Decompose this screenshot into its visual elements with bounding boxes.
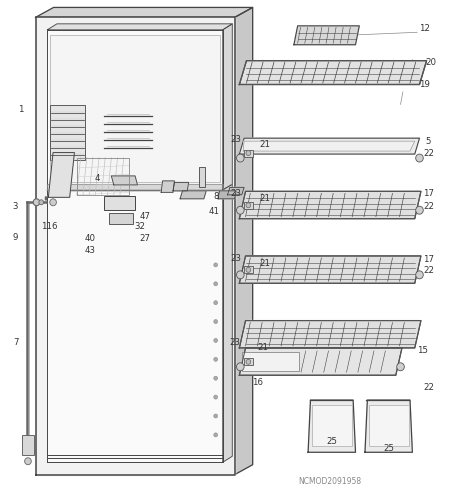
Circle shape — [214, 338, 218, 342]
Polygon shape — [180, 191, 206, 199]
Circle shape — [237, 154, 244, 162]
Text: 41: 41 — [209, 207, 220, 216]
Text: 23: 23 — [230, 135, 241, 144]
Circle shape — [246, 203, 251, 208]
Text: 21: 21 — [259, 140, 270, 149]
Circle shape — [237, 206, 244, 214]
Text: 22: 22 — [423, 149, 435, 158]
Polygon shape — [239, 321, 421, 348]
Text: 4: 4 — [94, 174, 100, 183]
Text: 17: 17 — [423, 189, 435, 198]
Text: 116: 116 — [41, 222, 57, 231]
Bar — [244, 150, 253, 157]
Circle shape — [237, 363, 244, 371]
Polygon shape — [48, 153, 74, 197]
Text: 21: 21 — [259, 194, 270, 203]
Polygon shape — [239, 348, 402, 375]
Bar — [199, 167, 205, 187]
Text: 25: 25 — [326, 437, 337, 446]
Polygon shape — [36, 7, 253, 17]
Text: 20: 20 — [425, 58, 436, 67]
Polygon shape — [239, 61, 427, 84]
Bar — [242, 352, 299, 371]
Bar — [244, 358, 253, 365]
Text: 8: 8 — [213, 192, 219, 201]
Circle shape — [214, 414, 218, 418]
Circle shape — [214, 376, 218, 380]
Bar — [50, 105, 85, 160]
Bar — [109, 213, 133, 224]
Polygon shape — [243, 141, 415, 151]
Polygon shape — [228, 187, 244, 195]
Text: 1: 1 — [18, 105, 23, 114]
Circle shape — [214, 357, 218, 361]
Circle shape — [39, 200, 44, 205]
Text: NCMOD2091958: NCMOD2091958 — [299, 477, 362, 486]
Bar — [244, 202, 253, 209]
Circle shape — [25, 458, 31, 465]
Polygon shape — [161, 181, 174, 192]
Text: 16: 16 — [252, 378, 264, 387]
Circle shape — [246, 359, 251, 364]
Circle shape — [214, 301, 218, 305]
Bar — [312, 405, 352, 446]
Text: 9: 9 — [12, 233, 18, 242]
Text: 23: 23 — [230, 189, 241, 198]
Polygon shape — [239, 138, 419, 154]
Circle shape — [246, 267, 251, 272]
Bar — [22, 435, 34, 455]
Text: 17: 17 — [423, 255, 435, 264]
Text: 21: 21 — [257, 343, 269, 352]
Text: 23: 23 — [230, 254, 241, 263]
Polygon shape — [47, 184, 223, 190]
Polygon shape — [239, 256, 421, 283]
Circle shape — [416, 154, 423, 162]
Bar — [244, 266, 253, 273]
Circle shape — [246, 151, 251, 156]
Polygon shape — [235, 7, 253, 475]
Text: 27: 27 — [139, 234, 150, 243]
Bar — [104, 196, 135, 210]
Text: 7: 7 — [13, 338, 19, 347]
Circle shape — [416, 271, 423, 279]
Circle shape — [33, 199, 40, 206]
Text: 5: 5 — [426, 137, 431, 146]
Circle shape — [214, 320, 218, 324]
Polygon shape — [308, 400, 356, 452]
Text: 22: 22 — [423, 266, 435, 275]
Text: 22: 22 — [423, 202, 435, 211]
Text: 21: 21 — [259, 259, 270, 268]
Circle shape — [214, 282, 218, 286]
Text: 47: 47 — [139, 212, 150, 221]
Text: 32: 32 — [134, 222, 146, 231]
Circle shape — [214, 263, 218, 267]
Text: 25: 25 — [383, 444, 394, 453]
Polygon shape — [173, 182, 189, 191]
Polygon shape — [50, 35, 220, 182]
Text: 12: 12 — [419, 24, 430, 33]
Circle shape — [237, 271, 244, 279]
Text: 43: 43 — [84, 247, 96, 255]
Text: 3: 3 — [12, 202, 18, 211]
Text: 40: 40 — [84, 234, 96, 243]
Circle shape — [50, 199, 56, 206]
Circle shape — [214, 395, 218, 399]
Text: 15: 15 — [417, 346, 428, 355]
Polygon shape — [111, 176, 137, 185]
Text: 23: 23 — [229, 338, 240, 347]
Text: 19: 19 — [419, 80, 429, 89]
Circle shape — [416, 206, 423, 214]
Circle shape — [397, 363, 404, 371]
Text: 22: 22 — [423, 383, 435, 392]
Polygon shape — [218, 191, 236, 199]
Polygon shape — [239, 191, 421, 219]
Polygon shape — [47, 30, 223, 462]
Polygon shape — [294, 26, 359, 45]
Polygon shape — [365, 400, 412, 452]
Circle shape — [214, 433, 218, 437]
Polygon shape — [36, 17, 235, 475]
Polygon shape — [47, 24, 232, 30]
Polygon shape — [223, 24, 232, 462]
Bar — [369, 405, 409, 446]
